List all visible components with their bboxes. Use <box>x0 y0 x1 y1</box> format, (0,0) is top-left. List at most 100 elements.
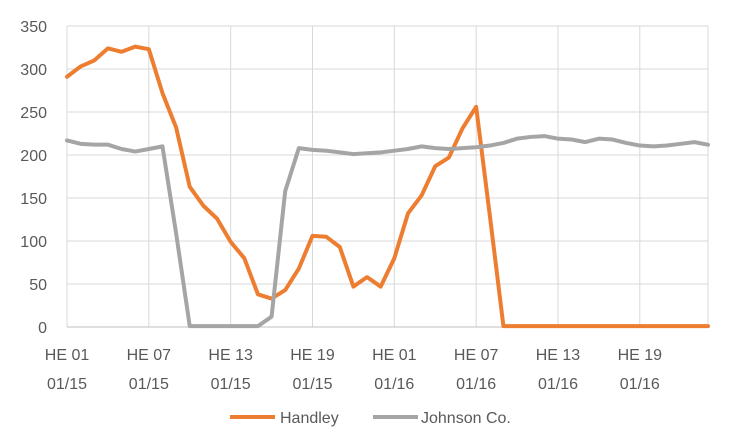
data-point-johnson-co <box>379 150 383 154</box>
data-point-handley <box>338 245 342 249</box>
data-point-johnson-co <box>706 143 710 147</box>
data-point-handley <box>583 324 587 328</box>
y-tick-label: 300 <box>20 62 47 79</box>
data-point-handley <box>92 58 96 62</box>
x-tick-label-date: 01/16 <box>538 376 578 393</box>
data-point-johnson-co <box>556 137 560 141</box>
data-point-johnson-co <box>160 144 164 148</box>
data-point-johnson-co <box>420 144 424 148</box>
data-point-johnson-co <box>283 189 287 193</box>
x-tick-label-hour: HE 13 <box>208 347 253 364</box>
data-point-johnson-co <box>529 135 533 139</box>
data-point-handley <box>256 292 260 296</box>
data-point-handley <box>624 324 628 328</box>
data-point-johnson-co <box>310 148 314 152</box>
data-point-johnson-co <box>597 137 601 141</box>
data-point-handley <box>611 324 615 328</box>
data-point-johnson-co <box>570 138 574 142</box>
data-point-handley <box>638 324 642 328</box>
data-point-handley <box>542 324 546 328</box>
data-point-johnson-co <box>270 315 274 319</box>
y-tick-label: 150 <box>20 191 47 208</box>
data-point-handley <box>351 285 355 289</box>
data-point-handley <box>174 125 178 129</box>
series-lines <box>65 44 710 329</box>
data-point-handley <box>692 324 696 328</box>
x-tick-label-hour: HE 07 <box>127 347 172 364</box>
data-point-handley <box>188 185 192 189</box>
data-point-handley <box>461 126 465 130</box>
data-point-handley <box>597 324 601 328</box>
legend-label-handley: Handley <box>280 410 339 427</box>
data-point-johnson-co <box>433 146 437 150</box>
y-axis-tick-labels: 0 50 100 150 200 250 300 350 <box>20 19 47 337</box>
data-point-johnson-co <box>174 231 178 235</box>
x-axis-tick-labels: HE 01 01/15 HE 07 01/15 HE 13 01/15 HE 19 01/15… <box>45 347 662 393</box>
data-point-johnson-co <box>242 324 246 328</box>
data-point-johnson-co <box>133 150 137 154</box>
grid-lines <box>66 25 709 327</box>
data-point-handley <box>242 256 246 260</box>
data-point-johnson-co <box>256 324 260 328</box>
x-tick-label-hour: HE 13 <box>536 347 581 364</box>
y-tick-label: 200 <box>20 148 47 165</box>
data-point-handley <box>529 324 533 328</box>
data-point-johnson-co <box>638 144 642 148</box>
data-point-johnson-co <box>201 324 205 328</box>
data-point-handley <box>501 324 505 328</box>
data-point-johnson-co <box>406 147 410 151</box>
series-points-johnson-co <box>65 134 710 328</box>
data-point-johnson-co <box>324 149 328 153</box>
data-point-handley <box>365 275 369 279</box>
data-point-johnson-co <box>501 141 505 145</box>
data-point-handley <box>392 256 396 260</box>
y-tick-label: 250 <box>20 105 47 122</box>
data-point-handley <box>488 213 492 217</box>
x-tick-label-date: 01/15 <box>129 376 169 393</box>
x-tick-label-date: 01/16 <box>620 376 660 393</box>
data-point-johnson-co <box>692 140 696 144</box>
data-point-handley <box>433 164 437 168</box>
data-point-handley <box>406 211 410 215</box>
data-point-johnson-co <box>583 140 587 144</box>
data-point-handley <box>201 204 205 208</box>
data-point-johnson-co <box>679 142 683 146</box>
legend: Handley Johnson Co. <box>230 410 511 427</box>
x-tick-label-date: 01/15 <box>292 376 332 393</box>
data-point-handley <box>706 324 710 328</box>
x-tick-label-hour: HE 19 <box>618 347 663 364</box>
data-point-handley <box>515 324 519 328</box>
data-point-handley <box>147 47 151 51</box>
data-point-handley <box>79 64 83 68</box>
data-point-handley <box>651 324 655 328</box>
data-point-johnson-co <box>188 324 192 328</box>
x-tick-label-date: 01/16 <box>456 376 496 393</box>
data-point-handley <box>215 217 219 221</box>
data-point-handley <box>474 105 478 109</box>
data-point-johnson-co <box>106 143 110 147</box>
y-tick-label: 100 <box>20 234 47 251</box>
data-point-johnson-co <box>461 146 465 150</box>
data-point-handley <box>447 156 451 160</box>
y-tick-label: 350 <box>20 19 47 36</box>
data-point-johnson-co <box>488 144 492 148</box>
data-point-handley <box>65 75 69 79</box>
data-point-johnson-co <box>147 147 151 151</box>
data-point-handley <box>570 324 574 328</box>
data-point-johnson-co <box>392 149 396 153</box>
data-point-johnson-co <box>351 152 355 156</box>
data-point-handley <box>120 50 124 54</box>
data-point-johnson-co <box>542 134 546 138</box>
data-point-handley <box>297 267 301 271</box>
data-point-handley <box>665 324 669 328</box>
x-tick-label-date: 01/15 <box>211 376 251 393</box>
x-tick-label-hour: HE 01 <box>45 347 90 364</box>
data-point-johnson-co <box>65 138 69 142</box>
y-tick-label: 50 <box>29 277 47 294</box>
data-point-johnson-co <box>365 151 369 155</box>
data-point-handley <box>283 288 287 292</box>
data-point-handley <box>310 234 314 238</box>
x-tick-label-hour: HE 19 <box>290 347 335 364</box>
series-line-johnson-co <box>65 134 710 329</box>
